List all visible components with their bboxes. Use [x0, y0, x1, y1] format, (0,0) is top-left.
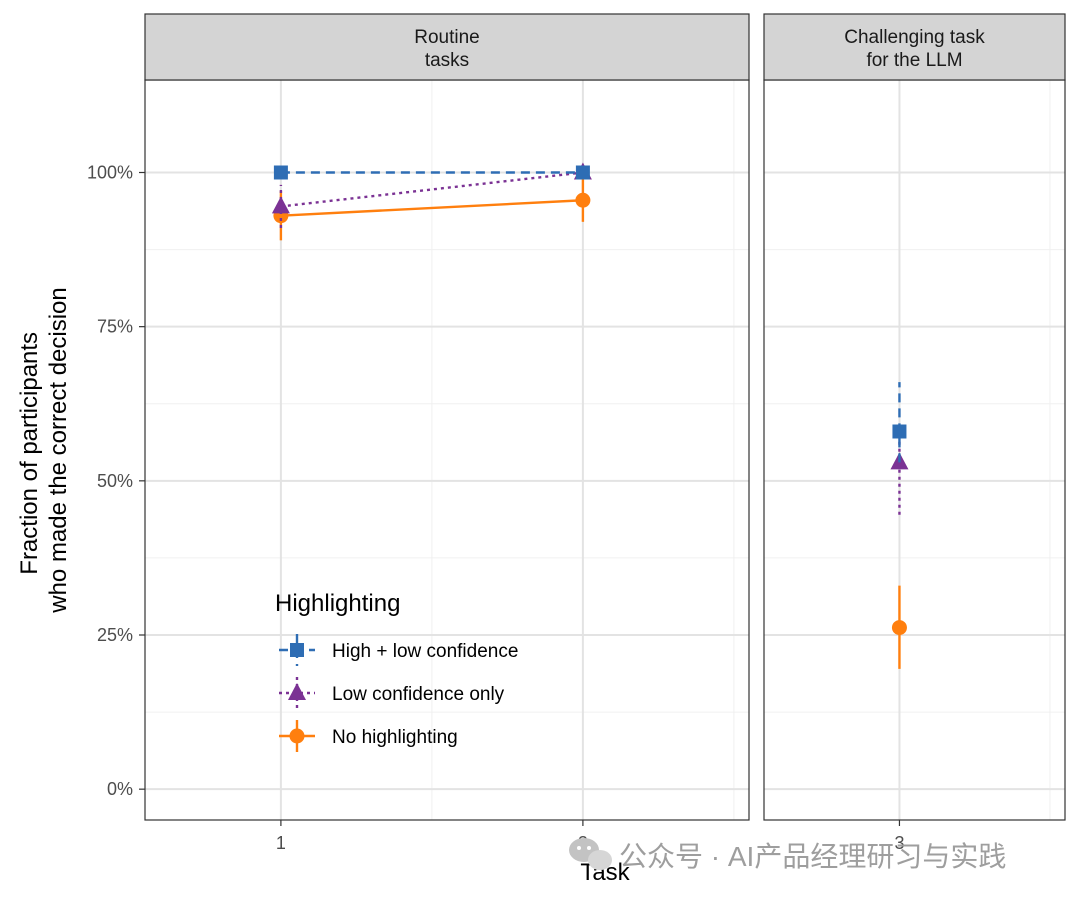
facet-strip-2: [763, 13, 1066, 81]
data-point: [891, 620, 907, 636]
y-axis-title-line-2: who made the correct decision: [45, 287, 72, 614]
facet-title-1-line-2: tasks: [425, 50, 469, 71]
legend-item-low-confidence-only: Low confidence only: [279, 677, 505, 709]
legend-item-high-low-confidence: High + low confidence: [279, 634, 518, 666]
y-axis: 0% 25% 50% 75% 100%: [87, 163, 145, 799]
y-tick-label: 0%: [107, 779, 133, 799]
y-tick-label: 75%: [97, 317, 133, 337]
y-axis-title-line-1: Fraction of participants: [16, 332, 43, 575]
facet-title-1-line-1: Routine: [414, 27, 480, 48]
legend-label: High + low confidence: [332, 641, 518, 662]
facet-strip-1: [144, 13, 750, 81]
facet-title-2-line-2: for the LLM: [866, 50, 962, 71]
legend: Highlighting High + low confidence Low co…: [275, 590, 518, 752]
series-high-low-confidence: [273, 165, 907, 463]
x-tick-label: 3: [894, 833, 904, 853]
legend-label: No highlighting: [332, 727, 458, 748]
legend-title: Highlighting: [275, 590, 400, 617]
y-axis-title: Fraction of participants who made the co…: [16, 287, 72, 614]
panel-background-2: [764, 80, 1065, 820]
data-point: [892, 424, 907, 439]
panel-background-1: [145, 80, 749, 820]
series-line: [280, 199, 583, 217]
x-tick-label: 1: [276, 833, 286, 853]
data-point: [271, 196, 290, 214]
data-point: [575, 192, 591, 208]
legend-key-symbol: [290, 643, 304, 657]
y-tick-label: 100%: [87, 163, 133, 183]
y-tick-label: 25%: [97, 625, 133, 645]
legend-key-symbol: [289, 728, 305, 744]
data-point: [273, 165, 288, 180]
data-marks: [271, 162, 909, 669]
legend-key-symbol: [288, 683, 306, 700]
data-point: [575, 165, 590, 180]
y-tick-label: 50%: [97, 471, 133, 491]
series-line: [280, 171, 584, 208]
watermark-text: 公众号 · AI产品经理研习与实践: [619, 841, 1006, 872]
legend-label: Low confidence only: [332, 684, 505, 705]
watermark: 公众号 · AI产品经理研习与实践: [569, 838, 1006, 872]
wechat-icon: [569, 838, 612, 870]
facet-title-2-line-1: Challenging task: [844, 27, 985, 48]
legend-item-no-highlighting: No highlighting: [279, 720, 458, 752]
